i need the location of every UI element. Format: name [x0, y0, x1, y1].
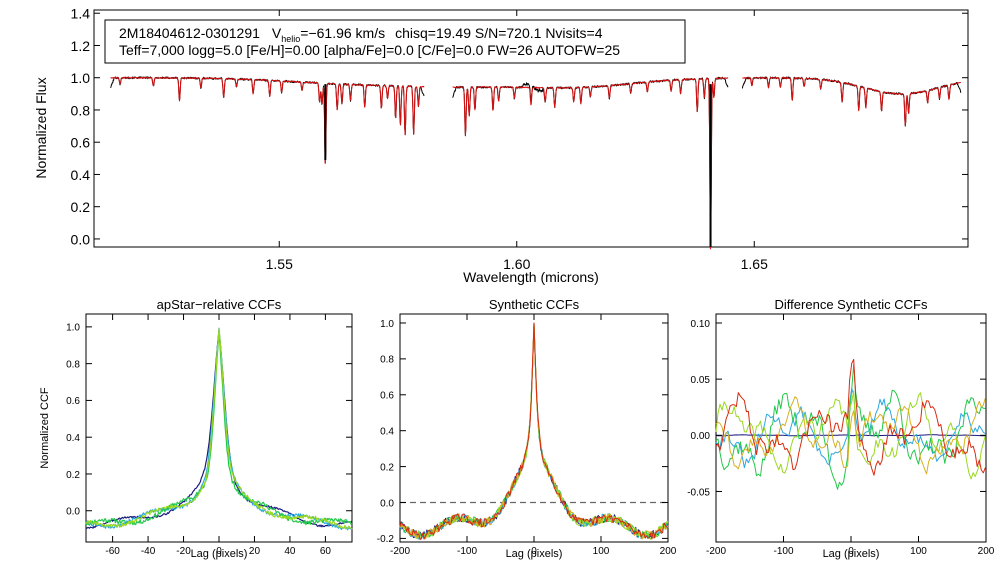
ccf-line-visit-3 — [399, 322, 669, 540]
y-tick-label: 0.0 — [380, 498, 394, 509]
ccf-line-visit-2 — [85, 333, 353, 526]
spectrum-axes-frame — [93, 9, 969, 248]
y-tick-label: 0.05 — [691, 375, 711, 386]
diff-ccf-line-visit-4 — [715, 396, 986, 475]
spectrum-ylabel: Normalized Flux — [33, 77, 49, 178]
x-tick-label: 40 — [284, 546, 296, 557]
spectrum-xlabel: Wavelength (microns) — [463, 269, 599, 285]
diff-ccf-line-visit-5 — [715, 358, 986, 476]
x-tick-label: 200 — [660, 546, 677, 557]
synthetic-ccf-ticks: -200 -100 0 100 200 -0.2 0.0 0.2 0.4 0.6 0.8 1.0 — [377, 314, 677, 557]
x-tick-label: -60 — [105, 546, 120, 557]
spectrum-panel: 1.55 1.60 1.65 0.0 0.2 0.4 0.6 0.8 1.0 1.2 1.4 2M1… — [33, 6, 969, 285]
apstar-ccf-xlabel: Lag (pixels) — [191, 548, 248, 560]
spectrum-observed-segment — [110, 76, 425, 164]
x-tick-label: 0 — [848, 546, 854, 557]
difference-ccf-title: Difference Synthetic CCFs — [775, 297, 928, 312]
spectrum-synthetic-segment — [452, 77, 729, 250]
y-tick-label: 0.8 — [71, 102, 91, 118]
vhelio-subscript: helio — [281, 34, 300, 44]
y-tick-label: 0.8 — [380, 355, 394, 366]
vhelio-label: V — [272, 25, 282, 41]
y-tick-label: 0.2 — [71, 199, 91, 215]
x-tick-label: -200 — [390, 546, 410, 557]
y-tick-label: 0.00 — [691, 431, 711, 442]
y-tick-label: 1.0 — [71, 70, 91, 86]
synthetic-ccf-axes-frame — [399, 313, 669, 543]
difference-ccf-panel: -200 -100 0 100 200 -0.05 0.00 0.05 0.10 Differe… — [687, 297, 995, 560]
apstar-ccf-ticks: -60 -40 -20 0 20 40 60 0.0 0.2 0.4 0.6 0.8 1.0 — [66, 314, 352, 557]
ccf-line-visit-1 — [399, 322, 669, 540]
x-tick-label: 200 — [978, 546, 995, 557]
difference-ccf-data — [715, 358, 986, 490]
y-tick-label: 0.6 — [66, 396, 80, 407]
apstar-ccf-title: apStar−relative CCFs — [157, 297, 282, 312]
spectrum-info-line1: 2M18404612-0301291 Vhelio=−61.96 km/s chis… — [119, 25, 603, 44]
spectrum-info-box — [104, 19, 686, 64]
spectrum-synthetic-segment — [110, 76, 425, 164]
x-tick-label: -20 — [176, 546, 191, 557]
ccf-line-combined — [85, 330, 353, 530]
x-tick-label: 1.60 — [503, 256, 530, 272]
apstar-ccf-axes-frame — [85, 313, 353, 543]
x-tick-label: 100 — [593, 546, 610, 557]
apstar-ccf-panel: -60 -40 -20 0 20 40 60 0.0 0.2 0.4 0.6 0.8 1.0 apSta… — [39, 297, 353, 560]
y-tick-label: 0.6 — [71, 135, 91, 151]
fit-stats: chisq=19.49 S/N=720.1 Nvisits=4 — [395, 25, 603, 41]
x-tick-label: 1.55 — [266, 256, 293, 272]
x-tick-label: -200 — [706, 546, 726, 557]
y-tick-label: 0.6 — [380, 391, 394, 402]
y-tick-label: -0.05 — [687, 487, 710, 498]
y-tick-label: 0.0 — [71, 231, 91, 247]
spectrum-data — [110, 76, 962, 250]
x-tick-label: 60 — [320, 546, 332, 557]
y-tick-label: 0.10 — [691, 319, 711, 330]
y-tick-label: 0.4 — [380, 426, 394, 437]
x-tick-label: -100 — [773, 546, 793, 557]
difference-ccf-ticks: -200 -100 0 100 200 -0.05 0.00 0.05 0.10 — [687, 314, 995, 557]
y-tick-label: 0.0 — [66, 507, 80, 518]
x-tick-label: 100 — [910, 546, 927, 557]
y-tick-label: 0.2 — [380, 462, 394, 473]
y-tick-label: 0.4 — [71, 167, 91, 183]
spectrum-synthetic-segment — [742, 76, 962, 127]
x-tick-label: -100 — [457, 546, 477, 557]
difference-ccf-xlabel: Lag (pixels) — [823, 548, 880, 560]
y-tick-label: 1.0 — [380, 319, 394, 330]
ccf-line-visit-1 — [85, 327, 353, 531]
synthetic-ccf-data — [399, 322, 669, 540]
ccf-line-visit-2 — [399, 322, 669, 539]
y-tick-label: 1.4 — [71, 6, 91, 22]
y-tick-label: 0.8 — [66, 359, 80, 370]
synthetic-ccf-xlabel: Lag (pixels) — [506, 548, 563, 560]
apstar-ccf-ylabel: Normalized CCF — [39, 387, 51, 469]
spectrum-ticks: 1.55 1.60 1.65 0.0 0.2 0.4 0.6 0.8 1.0 1.2 1.4 — [71, 6, 968, 272]
vhelio-value: =−61.96 km/s — [300, 25, 385, 41]
y-tick-label: -0.2 — [377, 534, 395, 545]
diff-ccf-line-visit-3 — [715, 390, 986, 480]
diff-ccf-line-visit-2 — [715, 363, 986, 490]
x-tick-label: 20 — [249, 546, 261, 557]
ccf-line-visit-4 — [400, 322, 669, 540]
diff-ccf-line-visit-1 — [715, 388, 986, 469]
x-tick-label: 0 — [216, 546, 222, 557]
ccf-line-combined — [399, 322, 669, 540]
y-tick-label: 0.4 — [66, 433, 80, 444]
apstar-ccf-data — [85, 327, 353, 531]
x-tick-label: 0 — [531, 546, 537, 557]
ccf-line-visit-3 — [85, 328, 353, 530]
ccf-line-visit-5 — [399, 322, 669, 540]
y-tick-label: 1.0 — [66, 323, 80, 334]
synthetic-ccf-title: Synthetic CCFs — [489, 297, 580, 312]
object-id: 2M18404612-0301291 — [119, 25, 260, 41]
y-tick-label: 1.2 — [71, 38, 91, 54]
diff-ccf-line-combined — [715, 434, 986, 437]
y-tick-label: 0.2 — [66, 470, 80, 481]
spectrum-info-line2: Teff=7,000 logg=5.0 [Fe/H]=0.00 [alpha/F… — [119, 42, 620, 58]
x-tick-label: -40 — [141, 546, 156, 557]
synthetic-ccf-panel: -200 -100 0 100 200 -0.2 0.0 0.2 0.4 0.6 0.8 1.0 Sy… — [377, 297, 677, 560]
x-tick-label: 1.65 — [741, 256, 768, 272]
